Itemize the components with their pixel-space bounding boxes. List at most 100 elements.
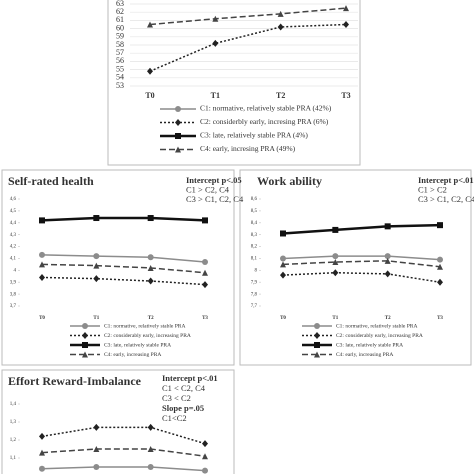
- y-tick-label: 4: [14, 268, 17, 273]
- point: [280, 230, 286, 237]
- x-tick-label: T2: [385, 316, 391, 321]
- annotation: C3 < C2: [162, 393, 191, 403]
- annotation: Slope p=.05: [162, 403, 204, 413]
- y-tick-label: 62: [116, 7, 124, 16]
- annotation: Intercept p<.05: [186, 175, 242, 185]
- point: [280, 271, 286, 279]
- series-line: [149, 7, 347, 26]
- panel-frame: [1, 369, 235, 474]
- legend-marker: [314, 342, 320, 348]
- point: [147, 464, 154, 470]
- point: [39, 449, 45, 456]
- series-line: [41, 216, 206, 222]
- legend-label: C3: late, relatively stable PRA: [104, 342, 171, 348]
- legend-marker: [175, 133, 181, 139]
- y-tick-label: 56: [116, 56, 124, 65]
- panel-frame: [1, 169, 235, 366]
- plot: [147, 5, 349, 75]
- annotation: C1<C2: [162, 413, 187, 423]
- point: [212, 39, 219, 47]
- point: [147, 277, 154, 285]
- point: [384, 223, 391, 230]
- point: [147, 215, 154, 222]
- y-tick-label: 3,8: [10, 292, 17, 297]
- plot: [39, 215, 208, 289]
- legend-marker: [175, 146, 181, 153]
- y-tick-label: 7,9: [251, 280, 258, 285]
- legend-label: C4: early, increasing PRA: [104, 352, 161, 358]
- y-tick-label: 54: [116, 73, 124, 82]
- legend-marker: [314, 323, 320, 329]
- legend-label: C1: normative, relatively stable PRA (42…: [200, 104, 332, 113]
- legend-marker: [82, 332, 88, 339]
- y-tick-label: 1,2: [10, 438, 17, 443]
- y-tick-label: 8,2: [251, 245, 258, 250]
- series-line: [282, 255, 441, 261]
- legend-label: C4: early, incresing PRA (49%): [200, 144, 296, 153]
- y-tick-label: 1,3: [10, 420, 17, 425]
- series-line: [41, 448, 206, 457]
- point: [384, 253, 391, 260]
- point: [332, 259, 339, 266]
- point: [437, 278, 443, 286]
- series-line: [282, 223, 441, 235]
- series-line: [149, 23, 347, 72]
- point: [202, 467, 208, 474]
- point: [384, 257, 391, 264]
- y-tick-label: 53: [116, 81, 124, 90]
- point: [93, 215, 100, 222]
- point: [93, 423, 100, 431]
- y-tick-label: 1,1: [10, 456, 17, 461]
- point: [147, 254, 154, 261]
- point: [437, 222, 443, 229]
- legend-label: C2: considerably early, increasing PRA: [104, 333, 191, 339]
- series-line: [41, 254, 206, 263]
- annotation: C1 > C2, C4: [186, 184, 230, 194]
- x-tick-label: T2: [276, 91, 285, 100]
- point: [202, 440, 208, 448]
- point: [39, 273, 45, 281]
- legend-label: C3: late, relatively stable PRA: [336, 342, 403, 348]
- plot: [39, 423, 208, 474]
- y-tick-label: 58: [116, 40, 124, 49]
- legend-marker: [175, 106, 181, 112]
- legend-label: C2: considerably early, increasing PRA: [336, 333, 423, 339]
- y-tick-label: 1,4: [10, 402, 17, 407]
- y-tick-label: 8,6: [251, 197, 258, 202]
- legend-marker: [82, 351, 88, 358]
- point: [147, 264, 154, 271]
- point: [93, 446, 100, 452]
- legend-marker: [314, 351, 320, 358]
- point: [332, 226, 339, 233]
- y-tick-label: 61: [116, 15, 124, 24]
- panel-title: Work ability: [257, 174, 322, 188]
- legend-label: C1: normative, relatively stable PRA: [104, 323, 185, 329]
- x-tick-label: T2: [148, 316, 154, 321]
- y-tick-label: 3,9: [10, 280, 17, 285]
- legend-marker: [82, 342, 88, 348]
- y-tick-label: 3,7: [10, 304, 17, 309]
- point: [147, 67, 153, 75]
- x-tick-label: T1: [93, 316, 99, 321]
- point: [437, 263, 443, 270]
- y-tick-label: 8,1: [251, 257, 258, 262]
- y-tick-label: 4,4: [10, 221, 17, 226]
- y-tick-label: 57: [116, 48, 124, 57]
- y-tick-label: 4,2: [10, 245, 17, 250]
- series-line: [41, 466, 206, 472]
- legend-marker: [82, 323, 88, 329]
- point: [147, 423, 154, 431]
- annotation: Intercept p<.01: [418, 175, 474, 185]
- point: [93, 253, 100, 260]
- x-tick-label: T1: [211, 91, 220, 100]
- x-tick-label: T0: [280, 316, 286, 321]
- y-tick-label: 4,3: [10, 233, 17, 238]
- point: [277, 23, 284, 31]
- point: [93, 262, 100, 269]
- annotation: Intercept p<.01: [162, 373, 218, 383]
- y-tick-label: 8,3: [251, 233, 258, 238]
- panel-frame: [239, 169, 472, 366]
- legend-label: C3: late, relatively stable PRA (4%): [200, 131, 308, 140]
- x-tick-label: T0: [145, 91, 154, 100]
- panel-title: Effort Reward-Imbalance: [8, 374, 142, 388]
